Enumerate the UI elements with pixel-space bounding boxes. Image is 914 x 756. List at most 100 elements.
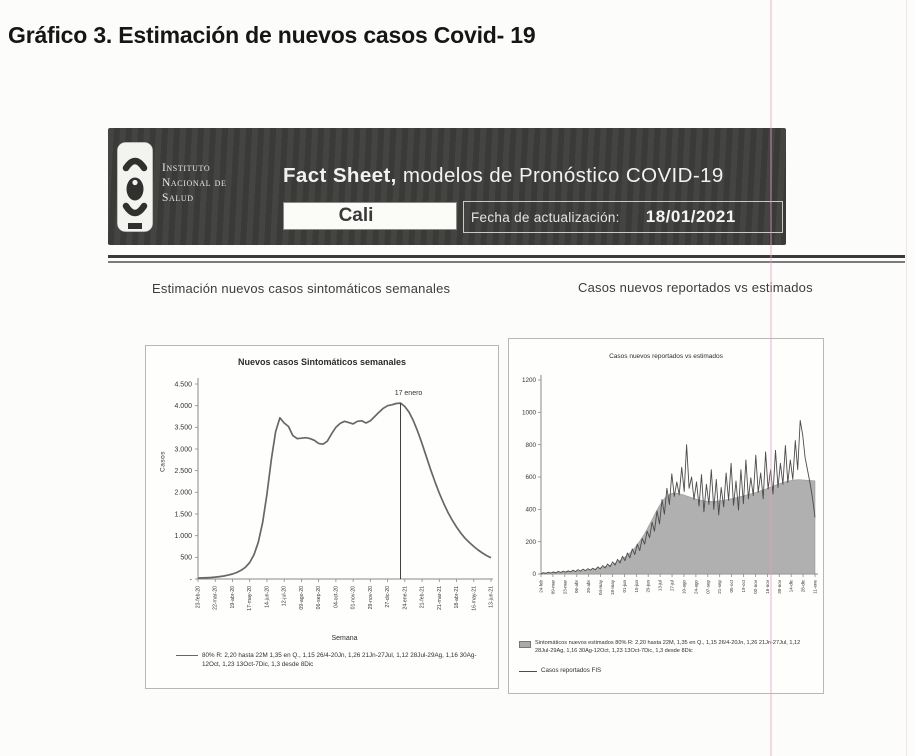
svg-text:24-feb: 24-feb [539,580,544,593]
svg-text:09-ago-20: 09-ago-20 [299,586,305,610]
svg-text:400: 400 [525,507,536,514]
svg-text:07-sep: 07-sep [705,580,710,594]
svg-text:-: - [190,576,193,583]
right-chart-xticks: 24-feb 09-mar 23-mar 06-abr 20-abr 04-may 18-m… [539,574,818,595]
banner-title-rest: modelos de Pronóstico COVID-19 [396,164,724,187]
svg-text:01-nov-20: 01-nov-20 [351,586,357,609]
svg-text:24-ago: 24-ago [693,580,698,595]
svg-text:4.000: 4.000 [174,403,192,410]
svg-text:23-feb-20: 23-feb-20 [196,586,202,608]
svg-text:18-abr-21: 18-abr-21 [454,586,460,609]
right-chart-legend-reported: Casos reportados FIS [519,667,813,674]
right-chart-panel: 1200 1000 800 600 400 200 0 24-feb 09-mar 23-mar 0… [508,338,824,694]
svg-text:600: 600 [525,474,536,481]
svg-text:23-mar: 23-mar [562,580,567,595]
right-chart-legend-estimated-text: Sintomáticos nuevos estimados 80% R: 2,2… [535,640,801,655]
svg-text:27-dic-20: 27-dic-20 [385,586,391,608]
city-value: Cali [338,205,374,226]
divider-rule-thin [108,261,905,263]
svg-text:21-sep: 21-sep [717,580,722,594]
institute-name-line2: Nacional de [162,176,227,189]
svg-text:17-may-20: 17-may-20 [247,586,253,611]
svg-text:16-may-21: 16-may-21 [471,586,477,611]
left-chart-legend-text: 80% R: 2,20 hasta 22M 1,35 en Q., 1,15 2… [202,652,477,669]
divider-rule-thick [108,255,905,258]
estimation-curve [197,402,492,579]
ins-logo-graphic [117,142,153,232]
svg-text:19-abr-20: 19-abr-20 [230,586,236,609]
svg-text:2.500: 2.500 [174,468,192,475]
svg-text:05-oct: 05-oct [729,579,734,592]
svg-text:19-oct: 19-oct [741,579,746,592]
svg-text:1.000: 1.000 [174,533,192,540]
left-chart-panel: 4.500 4.000 3.500 3.000 2.500 2.000 1.500 1.000… [145,345,499,689]
left-section-heading: Estimación nuevos casos sintomáticos sem… [152,281,451,296]
update-date-value: 18/01/2021 [645,207,736,226]
left-chart-yticks: 4.500 4.000 3.500 3.000 2.500 2.000 1.500 1.000… [174,381,198,583]
ins-logo [117,142,153,232]
svg-text:29-jun: 29-jun [646,580,651,593]
right-chart-legend-estimated: Sintomáticos nuevos estimados 80% R: 2,2… [519,639,813,656]
svg-text:29-nov-20: 29-nov-20 [368,586,374,609]
city-field: Cali [283,202,457,230]
svg-text:30-nov: 30-nov [777,579,782,594]
svg-text:06-sep-20: 06-sep-20 [316,586,322,609]
reported-vs-estimated-chart: 1200 1000 800 600 400 200 024-feb 09-mar 23-mar 0… [522,375,818,595]
left-chart-axes [196,378,493,580]
svg-text:02-nov: 02-nov [753,579,758,594]
right-chart-legend-reported-text: Casos reportados FIS [541,667,602,674]
institute-name-line1: Instituto [162,162,211,174]
scan-artifact-line-faint [906,0,907,756]
svg-text:13-jul: 13-jul [658,580,663,591]
right-chart-yticks: 1200 1000 800 600 400 200 0 [522,377,541,578]
right-chart-title: Casos nuevos reportados vs estimados [609,353,723,360]
svg-text:04-oct-20: 04-oct-20 [333,586,339,608]
institute-name: Instituto Nacional de Salud [162,161,226,206]
svg-text:01-jun: 01-jun [622,580,627,593]
left-chart-ylabel: Casos [159,451,167,472]
svg-text:3.500: 3.500 [174,425,192,432]
svg-text:4.500: 4.500 [174,381,192,388]
left-chart-xlabel: Semana [331,635,358,642]
svg-text:200: 200 [525,539,536,546]
weekly-cases-chart: 4.500 4.000 3.500 3.000 2.500 2.000 1.500 1.000… [174,378,495,611]
svg-text:500: 500 [180,555,192,562]
svg-text:21-mar-21: 21-mar-21 [437,586,443,610]
line-swatch-icon [519,671,537,672]
svg-text:12-jul-20: 12-jul-20 [282,586,288,606]
banner-title-bold: Fact Sheet, [283,164,397,187]
svg-text:16-nov: 16-nov [765,579,770,594]
banner-title: Fact Sheet, modelos de Pronóstico COVID-… [283,164,724,188]
right-section-heading: Casos nuevos reportados vs estimados [578,280,813,295]
reported-line-series [540,419,816,575]
svg-text:1200: 1200 [522,377,537,384]
svg-text:1000: 1000 [522,410,537,417]
svg-text:21-feb-21: 21-feb-21 [420,586,426,608]
svg-text:3.000: 3.000 [174,446,192,453]
svg-text:04-may: 04-may [598,579,603,595]
fact-sheet-banner: Instituto Nacional de Salud Fact Sheet, … [108,128,786,245]
svg-text:06-abr: 06-abr [574,580,579,594]
svg-text:28-dic: 28-dic [801,579,806,592]
institute-name-line3: Salud [162,191,194,204]
svg-text:09-mar: 09-mar [550,580,555,595]
left-chart-title: Nuevos casos Sintomáticos semanales [237,357,407,367]
left-chart-legend: 80% R: 2,20 hasta 22M 1,35 en Q., 1,15 2… [176,651,488,670]
line-swatch-icon [176,655,198,656]
area-swatch-icon [519,641,531,648]
update-date-box: Fecha de actualización: 18/01/2021 [463,201,783,233]
svg-text:14-jun-20: 14-jun-20 [264,586,270,608]
svg-text:20-abr: 20-abr [586,580,591,594]
svg-text:800: 800 [525,442,536,449]
svg-text:18-may: 18-may [610,579,615,595]
svg-text:27-jul: 27-jul [670,580,675,591]
svg-text:22-mar-20: 22-mar-20 [213,586,219,610]
left-chart-xticks: 23-feb-20 22-mar-20 19-abr-20 17-may-20 14-j… [196,579,495,611]
forecast-annotation: 17 enero [395,390,423,397]
svg-text:13-jun-21: 13-jun-21 [489,586,495,608]
update-date-label: Fecha de actualización: [471,209,620,225]
svg-text:14-dic: 14-dic [789,579,794,592]
svg-text:15-jun: 15-jun [634,580,639,593]
svg-text:2.000: 2.000 [174,490,192,497]
